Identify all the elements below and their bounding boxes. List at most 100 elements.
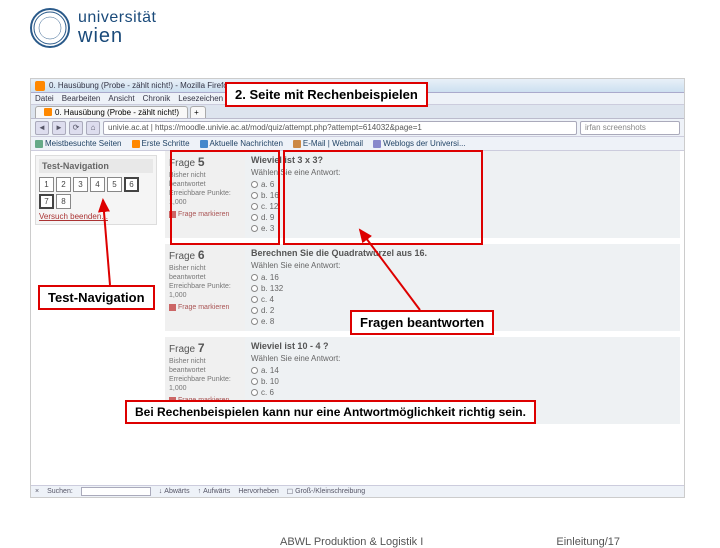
testnav-num-8[interactable]: 8 xyxy=(56,194,71,209)
question-meta: Frage 6 Bisher nicht beantwortet Erreich… xyxy=(165,244,245,331)
radio-icon xyxy=(251,225,258,232)
question-points: Erreichbare Punkte: 1,000 xyxy=(169,189,241,207)
url-bar[interactable]: univie.ac.at | https://moodle.univie.ac.… xyxy=(103,121,577,135)
university-logo: universität wien xyxy=(30,8,156,48)
bookmark-item[interactable]: Meistbesuchte Seiten xyxy=(35,139,122,148)
testnav-num-6[interactable]: 6 xyxy=(124,177,139,192)
question-text: Wieviel ist 3 x 3? xyxy=(251,155,674,165)
answer-label: b. 10 xyxy=(261,377,279,386)
bookmark-item[interactable]: Erste Schritte xyxy=(132,139,190,148)
menu-lesezeichen[interactable]: Lesezeichen xyxy=(178,94,223,103)
bookmark-icon xyxy=(373,140,381,148)
bookmark-label: E-Mail | Webmail xyxy=(303,139,363,148)
testnav-num-3[interactable]: 3 xyxy=(73,177,88,192)
home-button[interactable]: ⌂ xyxy=(86,121,100,135)
bookmark-label: Erste Schritte xyxy=(142,139,190,148)
logo-seal-icon xyxy=(30,8,70,48)
radio-icon xyxy=(251,181,258,188)
tab-label: 0. Hausübung (Probe - zählt nicht!) xyxy=(55,108,179,117)
menu-bearbeiten[interactable]: Bearbeiten xyxy=(62,94,101,103)
flag-link[interactable]: Frage markieren xyxy=(169,211,241,218)
answer-option[interactable]: c. 12 xyxy=(251,201,674,212)
answer-option[interactable]: b. 132 xyxy=(251,283,674,294)
flag-label: Frage markieren xyxy=(178,304,229,311)
radio-icon xyxy=(251,367,258,374)
find-highlight-label: Hervorheben xyxy=(238,488,278,495)
find-case[interactable]: ☐ Groß-/Kleinschreibung xyxy=(287,488,365,496)
statusbar: × Suchen: ↓ Abwärts ↑ Aufwärts Hervorheb… xyxy=(31,485,684,497)
footer-right: Einleitung/17 xyxy=(556,536,620,548)
answer-option[interactable]: c. 6 xyxy=(251,387,674,398)
menu-datei[interactable]: Datei xyxy=(35,94,54,103)
question-number: Frage 5 xyxy=(169,155,241,169)
question-body: Wieviel ist 3 x 3? Wählen Sie eine Antwo… xyxy=(245,151,680,238)
testnav-num-2[interactable]: 2 xyxy=(56,177,71,192)
callout-answer: Fragen beantworten xyxy=(350,310,494,335)
callout-note: Bei Rechenbeispielen kann nur eine Antwo… xyxy=(125,400,536,424)
bookmark-item[interactable]: Weblogs der Universi... xyxy=(373,139,466,148)
tabbar: 0. Hausübung (Probe - zählt nicht!) + xyxy=(31,105,684,119)
reload-button[interactable]: ⟳ xyxy=(69,121,83,135)
new-tab-button[interactable]: + xyxy=(190,106,206,118)
bookmarks-bar: Meistbesuchte Seiten Erste Schritte Aktu… xyxy=(31,137,684,151)
bookmark-item[interactable]: E-Mail | Webmail xyxy=(293,139,363,148)
bookmark-icon xyxy=(293,140,301,148)
flag-link[interactable]: Frage markieren xyxy=(169,304,241,311)
menu-chronik[interactable]: Chronik xyxy=(143,94,171,103)
radio-icon xyxy=(251,203,258,210)
question-meta: Frage 5 Bisher nicht beantwortet Erreich… xyxy=(165,151,245,238)
question-prompt: Wählen Sie eine Antwort: xyxy=(251,354,674,363)
testnav-num-4[interactable]: 4 xyxy=(90,177,105,192)
bookmark-icon xyxy=(200,140,208,148)
radio-icon xyxy=(251,378,258,385)
question-points: Erreichbare Punkte: 1,000 xyxy=(169,375,241,393)
answer-option[interactable]: b. 16 xyxy=(251,190,674,201)
answer-option[interactable]: e. 3 xyxy=(251,223,674,234)
tab-favicon-icon xyxy=(44,108,52,116)
answer-option[interactable]: d. 9 xyxy=(251,212,674,223)
answer-label: a. 6 xyxy=(261,180,274,189)
menu-ansicht[interactable]: Ansicht xyxy=(108,94,134,103)
bookmark-icon xyxy=(35,140,43,148)
question-points: Erreichbare Punkte: 1,000 xyxy=(169,282,241,300)
radio-icon xyxy=(251,214,258,221)
bookmark-label: Meistbesuchte Seiten xyxy=(45,139,122,148)
answer-option[interactable]: c. 4 xyxy=(251,294,674,305)
callout-testnav: Test-Navigation xyxy=(38,285,155,310)
browser-tab[interactable]: 0. Hausübung (Probe - zählt nicht!) xyxy=(35,106,188,118)
search-bar[interactable]: irfan screenshots xyxy=(580,121,680,135)
logo-text: universität wien xyxy=(78,9,156,48)
testnav-num-1[interactable]: 1 xyxy=(39,177,54,192)
bookmark-icon xyxy=(132,140,140,148)
answer-label: d. 9 xyxy=(261,213,274,222)
url-text: univie.ac.at | https://moodle.univie.ac.… xyxy=(108,123,422,132)
testnav-num-5[interactable]: 5 xyxy=(107,177,122,192)
logo-line2: wien xyxy=(78,25,156,48)
find-prev[interactable]: ↑ Aufwärts xyxy=(198,488,231,495)
radio-icon xyxy=(251,318,258,325)
bookmark-item[interactable]: Aktuelle Nachrichten xyxy=(200,139,283,148)
answer-label: b. 16 xyxy=(261,191,279,200)
status-x[interactable]: × xyxy=(35,488,39,495)
answer-label: e. 8 xyxy=(261,317,274,326)
answer-option[interactable]: a. 6 xyxy=(251,179,674,190)
find-next[interactable]: ↓ Abwärts xyxy=(159,488,190,495)
forward-button[interactable]: ► xyxy=(52,121,66,135)
testnav-num-7[interactable]: 7 xyxy=(39,194,54,209)
question-block-5: Frage 5 Bisher nicht beantwortet Erreich… xyxy=(165,151,680,238)
find-highlight[interactable]: Hervorheben xyxy=(238,488,278,495)
footer-left: ABWL Produktion & Logistik I xyxy=(280,536,423,548)
navbar: ◄ ► ⟳ ⌂ univie.ac.at | https://moodle.un… xyxy=(31,119,684,137)
find-input[interactable] xyxy=(81,487,151,496)
answer-option[interactable]: a. 14 xyxy=(251,365,674,376)
bookmark-label: Aktuelle Nachrichten xyxy=(210,139,283,148)
question-text: Wieviel ist 10 - 4 ? xyxy=(251,341,674,351)
back-button[interactable]: ◄ xyxy=(35,121,49,135)
question-number: Frage 6 xyxy=(169,248,241,262)
testnav-finish-link[interactable]: Versuch beenden... xyxy=(39,212,153,221)
answer-label: c. 4 xyxy=(261,295,274,304)
answer-option[interactable]: b. 10 xyxy=(251,376,674,387)
answer-label: c. 12 xyxy=(261,202,278,211)
answer-option[interactable]: a. 16 xyxy=(251,272,674,283)
question-text: Berechnen Sie die Quadratwurzel aus 16. xyxy=(251,248,674,258)
